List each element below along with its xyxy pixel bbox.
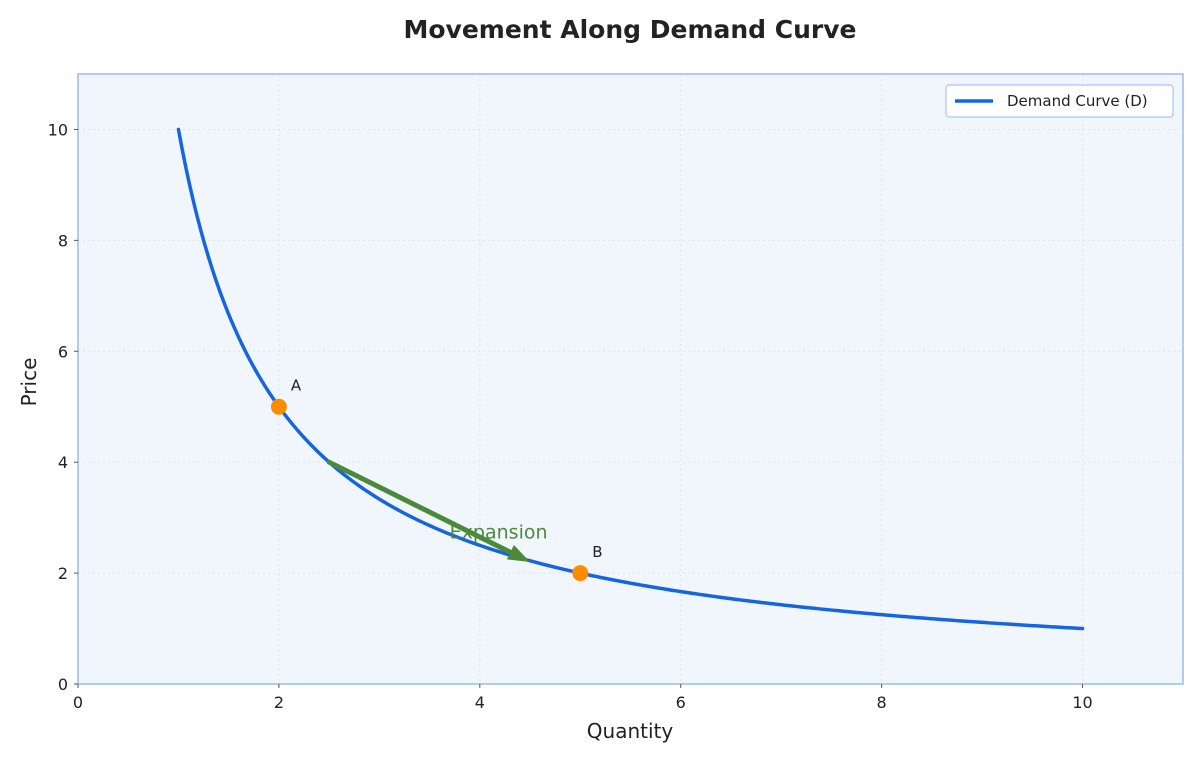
legend-label-demand: Demand Curve (D) bbox=[1007, 92, 1148, 110]
y-axis-label: Price bbox=[17, 358, 41, 407]
point-a-label: A bbox=[291, 377, 302, 395]
x-tick-label: 0 bbox=[73, 693, 83, 712]
y-tick-label: 0 bbox=[58, 675, 68, 694]
plot-frame bbox=[77, 73, 1184, 685]
legend: Demand Curve (D) bbox=[945, 84, 1174, 118]
x-tick-label: 10 bbox=[1072, 693, 1092, 712]
expansion-label: Expansion bbox=[450, 522, 548, 544]
points-layer: AB bbox=[270, 377, 603, 582]
point-b-marker bbox=[572, 565, 589, 582]
x-tick-label: 2 bbox=[274, 693, 284, 712]
chart-title: Movement Along Demand Curve bbox=[403, 15, 856, 44]
expansion-arrow-shaft bbox=[326, 459, 513, 555]
plot-area bbox=[78, 74, 1183, 684]
axis-ticks: 0 2 4 6 8 10 0 2 4 6 8 10 bbox=[48, 120, 1093, 712]
annotation-layer: Expansion bbox=[326, 459, 548, 562]
y-tick-label: 6 bbox=[58, 342, 68, 361]
x-tick-label: 4 bbox=[475, 693, 485, 712]
y-tick-label: 2 bbox=[58, 564, 68, 583]
legend-box bbox=[945, 84, 1174, 118]
x-tick-label: 6 bbox=[676, 693, 686, 712]
y-tick-label: 8 bbox=[58, 231, 68, 250]
x-axis-label: Quantity bbox=[587, 719, 674, 743]
point-a-marker bbox=[270, 398, 287, 415]
y-tick-label: 10 bbox=[48, 120, 68, 139]
y-tick-label: 4 bbox=[58, 453, 68, 472]
x-tick-label: 8 bbox=[877, 693, 887, 712]
point-b-label: B bbox=[592, 543, 602, 561]
expansion-arrow-head bbox=[506, 545, 530, 562]
